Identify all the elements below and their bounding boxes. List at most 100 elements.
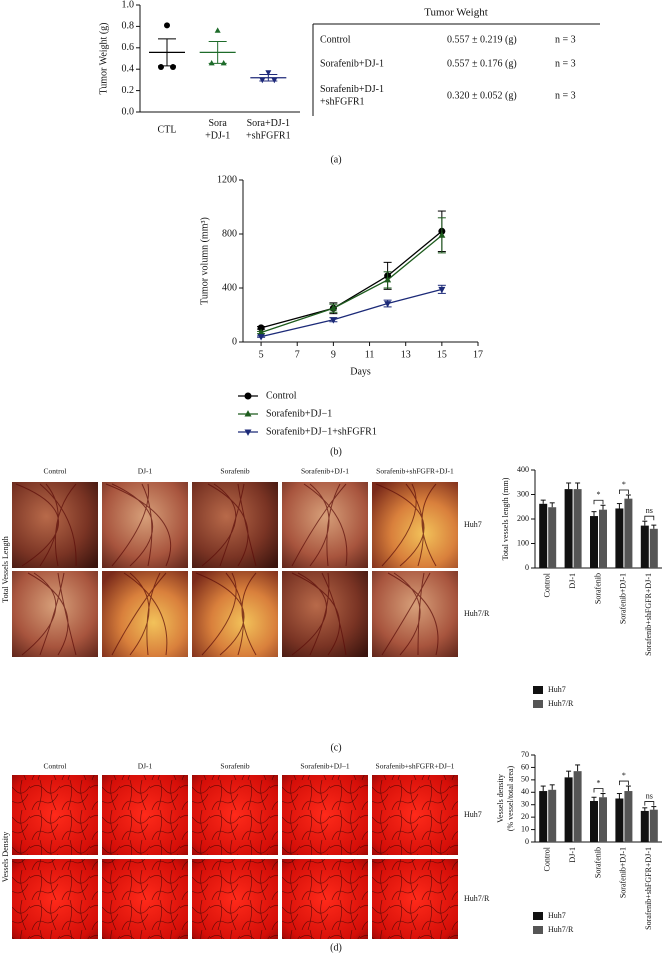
bar: [548, 507, 557, 568]
y-tick-label: 0: [525, 563, 529, 572]
x-tick-label: Sorafenib+shFGFR+DJ-1: [644, 573, 653, 656]
legend-label: Huh7/R: [548, 925, 574, 934]
y-tick-label: 0.0: [122, 106, 135, 117]
panel-label: (d): [330, 942, 342, 953]
y-tick-label: 50: [521, 775, 529, 784]
marker: [244, 429, 252, 436]
marker: [329, 317, 337, 324]
x-tick-label: DJ-1: [568, 847, 577, 863]
table-cell: Sorafenib+DJ-1: [320, 58, 384, 69]
column-label: Sorafenib+DJ–1: [300, 762, 349, 771]
y-tick-label: 800: [222, 228, 237, 239]
bar: [599, 509, 607, 568]
panel-side-label: Vessels Density: [1, 832, 10, 882]
bar: [624, 498, 633, 568]
column-label: Control: [44, 467, 67, 476]
bar: [573, 771, 582, 842]
column-label: Sorafenib: [220, 467, 249, 476]
vessel: [291, 572, 347, 656]
column-label: Sorafenib+shFGFR+DJ-1: [376, 467, 454, 476]
table-cell: 0.557 ± 0.219 (g): [447, 34, 517, 45]
y-tick-label: 0.2: [122, 85, 135, 96]
row-label: Huh7/R: [464, 609, 490, 618]
panel-label: (c): [330, 742, 341, 753]
marker: [158, 64, 164, 71]
significance-bracket: [644, 801, 655, 806]
significance-bracket: [593, 788, 604, 793]
row-label: Huh7: [464, 810, 482, 819]
bar: [590, 800, 598, 842]
x-axis-label: Days: [350, 366, 371, 377]
marker: [384, 276, 392, 283]
vessel: [195, 572, 257, 656]
photo: [102, 482, 188, 568]
vessel: [21, 572, 77, 656]
significance-bracket: [593, 499, 604, 505]
bar: [539, 503, 548, 568]
bar: [649, 528, 658, 568]
significance-label: *: [597, 778, 601, 787]
marker: [244, 410, 252, 417]
vessel-net: [12, 775, 98, 855]
significance-label: ns: [646, 506, 653, 515]
column-label: Sorafenib: [220, 762, 249, 771]
bar: [573, 489, 582, 568]
legend-label: Huh7/R: [548, 699, 574, 708]
marker: [257, 334, 265, 341]
marker: [329, 304, 337, 311]
legend-swatch: [533, 686, 543, 694]
x-tick-label: Sora +DJ-1: [205, 118, 230, 142]
marker: [384, 301, 392, 308]
marker: [164, 22, 170, 29]
vessel: [375, 483, 437, 567]
photo: [372, 571, 458, 657]
y-tick-label: 300: [517, 489, 529, 498]
y-tick-label: 400: [222, 282, 237, 293]
significance-label: *: [622, 771, 626, 780]
y-tick-label: 400: [517, 465, 529, 474]
row-label: Huh7: [464, 520, 482, 529]
y-tick-label: 0.4: [122, 63, 135, 74]
vessel-net: [372, 775, 458, 855]
table-cell: 0.557 ± 0.176 (g): [447, 58, 517, 69]
table-cell: Sorafenib+DJ-1 +shFGFR1: [320, 84, 384, 108]
vessel-net: [102, 859, 188, 939]
y-tick-label: 70: [521, 750, 529, 759]
bar: [590, 516, 598, 568]
x-tick-label: DJ-1: [568, 573, 577, 589]
legend-swatch: [533, 926, 543, 934]
bar: [649, 809, 658, 842]
vessel-net: [282, 859, 368, 939]
y-tick-label: 0: [525, 837, 529, 846]
vessel-net: [12, 859, 98, 939]
y-tick-label: 1200: [217, 174, 237, 185]
y-tick-label: 10: [521, 824, 529, 833]
marker: [220, 60, 227, 66]
vessel-net: [372, 859, 458, 939]
bar: [599, 797, 607, 842]
x-tick-label: Sorafenib+DJ-1: [619, 573, 628, 624]
marker: [259, 77, 266, 84]
significance-label: *: [597, 490, 601, 499]
x-tick-label: Sorafenib: [593, 573, 602, 604]
table-cell: n = 3: [555, 58, 576, 69]
y-axis-label: Total vessels length (mm): [501, 477, 510, 560]
bar: [539, 791, 548, 842]
bar: [624, 791, 633, 842]
legend-label: Sorafenib+DJ−1: [266, 408, 332, 419]
y-tick-label: 0.6: [122, 42, 135, 53]
x-tick-label: 5: [259, 349, 264, 360]
table-cell: n = 3: [555, 34, 576, 45]
y-tick-label: 40: [521, 787, 529, 796]
bar: [640, 810, 649, 842]
marker: [257, 324, 265, 332]
y-tick-label: 0.8: [122, 21, 135, 32]
x-tick-label: 11: [365, 349, 375, 360]
x-tick-label: Control: [543, 572, 552, 597]
x-tick-label: 17: [473, 349, 483, 360]
panel-label: (a): [330, 154, 341, 165]
vessel: [111, 572, 168, 656]
table-cell: Control: [320, 34, 351, 45]
